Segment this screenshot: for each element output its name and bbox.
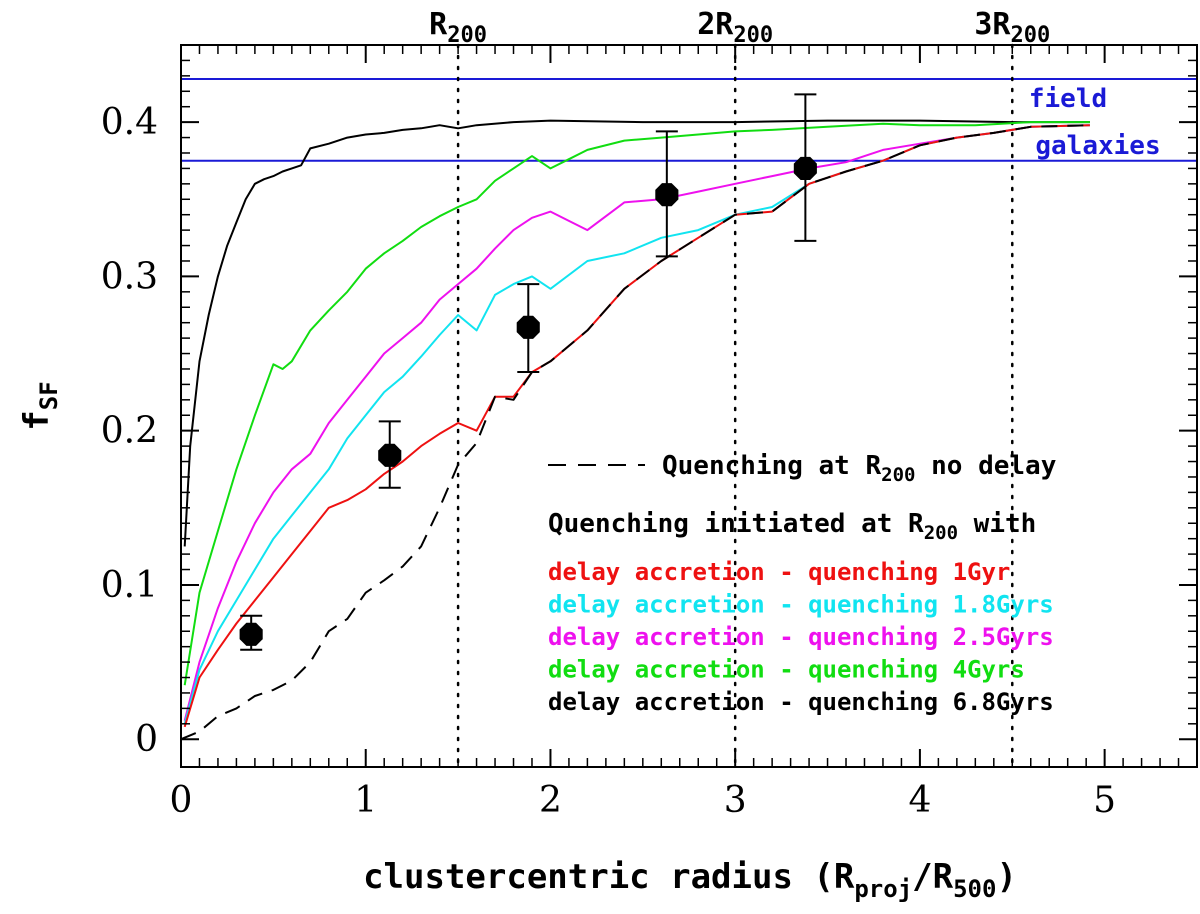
plot-frame <box>180 44 1198 768</box>
observed-point-5 <box>793 156 817 180</box>
series-line-delay-accretion-quenching-4gyrs <box>183 121 1090 686</box>
observed-point-2 <box>378 443 402 467</box>
x-axis-label: clustercentric radius (Rproj/R500) <box>363 857 1017 903</box>
y-tick-label-4: 0.4 <box>101 102 158 143</box>
marker-label-2: 2R200 <box>697 7 773 48</box>
series-line-quenching-at-r200-no-delay <box>180 124 1090 741</box>
legend-header: Quenching initiated at R200 with <box>548 509 1036 544</box>
y-tick-label-2: 0.2 <box>101 411 158 452</box>
y-tick-label-0: 0 <box>135 719 158 760</box>
marker-label-3: 3R200 <box>974 7 1050 48</box>
legend-entry-delay-accretion-quenching-1gyr: delay accretion - quenching 1Gyr <box>548 558 1010 586</box>
series-layer <box>180 119 1090 741</box>
field-label: field <box>1029 84 1107 114</box>
x-tick-label-4: 4 <box>908 780 931 821</box>
observed-point-3 <box>516 315 540 339</box>
y-axis-label: fSF <box>17 381 63 430</box>
series-line-delay-accretion-quenching-6p8gyrs <box>183 119 1090 547</box>
x-tick-label-1: 1 <box>354 780 377 821</box>
y-tick-label-3: 0.3 <box>101 256 158 297</box>
ticks-layer: 0 1 2 3 4 5 0 0.1 0.2 0.3 0.4 <box>101 45 1197 821</box>
observed-point-4 <box>655 183 679 207</box>
marker-label-1: R200 <box>429 7 487 48</box>
legend-entry-delay-accretion-quenching-2p5gyrs: delay accretion - quenching 2.5Gyrs <box>548 623 1054 651</box>
x-tick-label-0: 0 <box>170 780 193 821</box>
vertical-marker-layer: R200 2R200 3R200 <box>429 7 1050 769</box>
x-tick-label-3: 3 <box>724 780 747 821</box>
field-band-layer <box>181 77 1197 162</box>
series-line-delay-accretion-quenching-2p5gyrs <box>183 124 1090 721</box>
observed-point-1 <box>239 622 263 646</box>
legend-entry-delay-accretion-quenching-1p8gyrs: delay accretion - quenching 1.8Gyrs <box>548 591 1054 619</box>
legend-entry-delay-accretion-quenching-4gyrs: delay accretion - quenching 4Gyrs <box>548 656 1025 684</box>
y-tick-label-1: 0.1 <box>101 565 158 606</box>
legend-dashed-label: Quenching at R200 no delay <box>662 451 1056 486</box>
galaxies-label: galaxies <box>1035 131 1160 161</box>
observed-points-layer <box>239 93 817 651</box>
legend: Quenching at R200 no delay Quenching ini… <box>548 451 1056 716</box>
legend-entry-delay-accretion-quenching-6p8gyrs: delay accretion - quenching 6.8Gyrs <box>548 688 1054 716</box>
legend-entries: delay accretion - quenching 1Gyr delay ac… <box>548 558 1054 716</box>
x-tick-label-5: 5 <box>1093 780 1116 821</box>
x-tick-label-2: 2 <box>539 780 562 821</box>
